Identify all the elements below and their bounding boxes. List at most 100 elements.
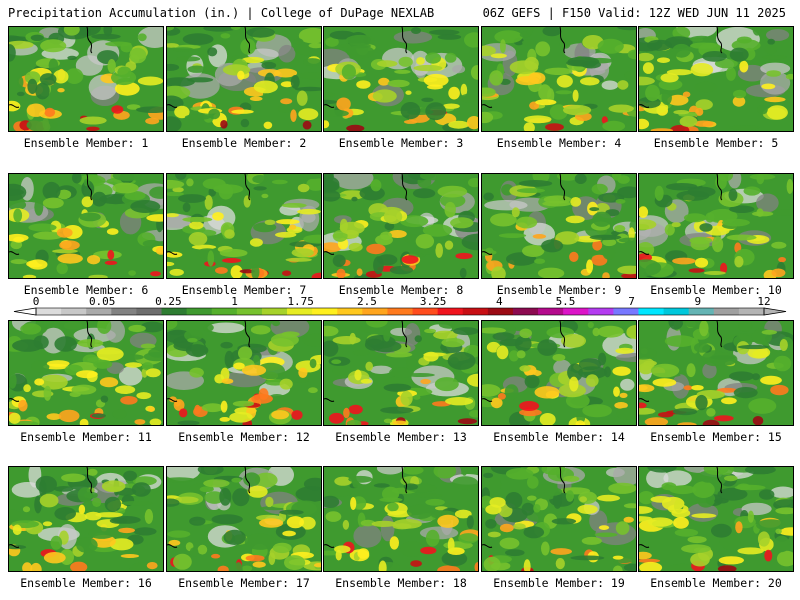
ensemble-map-member-10: [638, 173, 794, 279]
color-scale-swatch: [412, 308, 439, 315]
color-scale-tick-label: 7: [628, 295, 635, 308]
color-scale-swatch: [186, 308, 213, 315]
precipitation-map: [324, 467, 478, 571]
coastline: [639, 104, 650, 108]
model-run-info: 06Z GEFS | F150 Valid: 12Z WED JUN 11 20…: [482, 6, 786, 20]
coastline: [716, 27, 723, 54]
color-scale-swatch: [312, 308, 338, 315]
coastline: [324, 398, 335, 402]
coastline: [401, 467, 408, 494]
coastline: [324, 104, 335, 108]
precipitation-map: [167, 174, 321, 278]
ensemble-map-member-8: [323, 173, 479, 279]
color-scale-swatch: [487, 308, 514, 315]
color-scale: 0 0.05 0.25 1 1.75 2.5 3.25 4 5.5 7 9 12: [0, 296, 800, 320]
color-scale-tick-label: 0.05: [88, 295, 116, 308]
color-scale-swatch: [538, 308, 564, 315]
ensemble-map-member-6: [8, 173, 164, 279]
color-scale-swatch: [738, 308, 765, 315]
color-scale-tick-label: 5.5: [555, 295, 576, 308]
coastline: [167, 398, 178, 402]
member-caption: Ensemble Member: 17: [178, 576, 310, 590]
color-scale-swatch: [161, 308, 188, 315]
color-scale-swatch: [688, 308, 715, 315]
coastline: [716, 467, 723, 494]
member-caption: Ensemble Member: 15: [650, 430, 782, 444]
member-caption: Ensemble Member: 2: [181, 136, 307, 150]
coastline: [86, 467, 93, 494]
color-scale-swatch: [663, 308, 690, 315]
member-caption: Ensemble Member: 1: [23, 136, 149, 150]
color-scale-tick-label: 9: [694, 295, 702, 308]
member-caption: Ensemble Member: 8: [338, 283, 464, 297]
color-scale-swatch: [362, 308, 388, 315]
coastline: [244, 467, 251, 494]
ensemble-map-member-4: [481, 26, 637, 132]
color-scale-swatch: [337, 308, 363, 315]
coastline: [482, 398, 493, 402]
precipitation-map: [324, 27, 478, 131]
precipitation-map: [639, 174, 793, 278]
color-scale-swatch: [563, 308, 589, 315]
member-caption: Ensemble Member: 10: [650, 283, 782, 297]
coastline: [9, 104, 20, 108]
coastline: [167, 104, 178, 108]
coastline: [167, 544, 178, 548]
color-scale-tick-label: 4: [495, 295, 503, 308]
ensemble-map-member-13: [323, 320, 479, 426]
precipitation-map: [167, 467, 321, 571]
member-caption: Ensemble Member: 16: [20, 576, 152, 590]
color-scale-swatch: [211, 308, 238, 315]
color-scale-swatch: [86, 308, 112, 315]
ensemble-map-member-12: [166, 320, 322, 426]
coastline: [9, 251, 20, 255]
color-scale-tick-label: 2.5: [356, 295, 377, 308]
ensemble-map-member-11: [8, 320, 164, 426]
ensemble-map-member-17: [166, 466, 322, 572]
ensemble-map-member-18: [323, 466, 479, 572]
ensemble-map-member-3: [323, 26, 479, 132]
color-scale-swatch: [613, 308, 639, 315]
color-scale-tick-label: 12: [757, 295, 771, 308]
ensemble-map-member-15: [638, 320, 794, 426]
precipitation-map: [482, 467, 636, 571]
ensemble-map-member-2: [166, 26, 322, 132]
coastline: [559, 174, 566, 201]
ensemble-map-member-20: [638, 466, 794, 572]
ensemble-map-member-9: [481, 173, 637, 279]
coastline: [482, 544, 493, 548]
coastline: [482, 251, 493, 255]
coastline: [86, 174, 93, 201]
member-caption: Ensemble Member: 7: [181, 283, 307, 297]
color-scale-tick-label: 0: [32, 295, 40, 308]
precipitation-map: [167, 27, 321, 131]
member-caption: Ensemble Member: 5: [653, 136, 779, 150]
precipitation-map: [639, 27, 793, 131]
member-caption: Ensemble Member: 11: [20, 430, 152, 444]
member-caption: Ensemble Member: 4: [496, 136, 622, 150]
ensemble-map-member-19: [481, 466, 637, 572]
coastline: [559, 321, 566, 348]
coastline: [244, 27, 251, 54]
coastline: [639, 398, 650, 402]
ensemble-map-member-5: [638, 26, 794, 132]
color-scale-tick-label: 3.25: [419, 295, 447, 308]
precipitation-map: [482, 174, 636, 278]
color-scale-swatch: [512, 308, 539, 315]
coastline: [324, 251, 335, 255]
coastline: [86, 321, 93, 348]
color-scale-tick-label: 0.25: [155, 295, 182, 308]
coastline: [716, 174, 723, 201]
precipitation-map: [9, 27, 163, 131]
scale-max-arrow: [763, 307, 787, 316]
coastline: [639, 251, 650, 255]
member-caption: Ensemble Member: 9: [496, 283, 622, 297]
member-caption: Ensemble Member: 13: [335, 430, 467, 444]
color-scale-swatch: [136, 308, 163, 315]
color-scale-swatch: [462, 308, 489, 315]
coastline: [86, 27, 93, 54]
color-scale-tick-label: 1.75: [287, 295, 314, 308]
color-scale-swatch: [236, 308, 263, 315]
precipitation-map: [482, 321, 636, 425]
ensemble-map-member-14: [481, 320, 637, 426]
